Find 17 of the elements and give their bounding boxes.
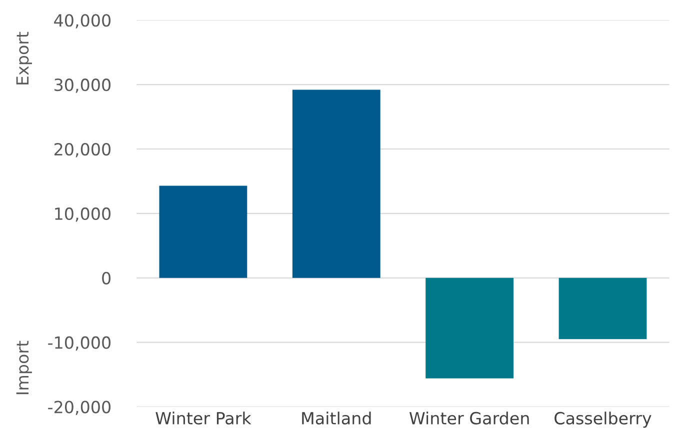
text: Export bbox=[16, 32, 32, 84]
y-tick-label: 30,000 bbox=[54, 78, 110, 93]
x-tick-label: Maitland bbox=[302, 412, 371, 425]
y-tick-label: 0 bbox=[102, 272, 110, 284]
x-tick-label: Winter Garden bbox=[409, 412, 529, 425]
text: Import bbox=[16, 340, 32, 394]
x-tick-label: Winter Park bbox=[156, 412, 252, 425]
y-tick-label: 20,000 bbox=[54, 142, 110, 158]
y-tick-label: 10,000 bbox=[55, 207, 110, 222]
bar bbox=[159, 186, 248, 278]
bar bbox=[292, 90, 380, 278]
y-tick-label: -10,000 bbox=[48, 336, 110, 351]
x-tick-label: Casselberry bbox=[554, 412, 652, 428]
bar bbox=[426, 278, 514, 378]
y-tick-label: -20,000 bbox=[48, 400, 110, 416]
y-tick-label: 40,000 bbox=[54, 14, 110, 28]
bar bbox=[558, 278, 647, 340]
